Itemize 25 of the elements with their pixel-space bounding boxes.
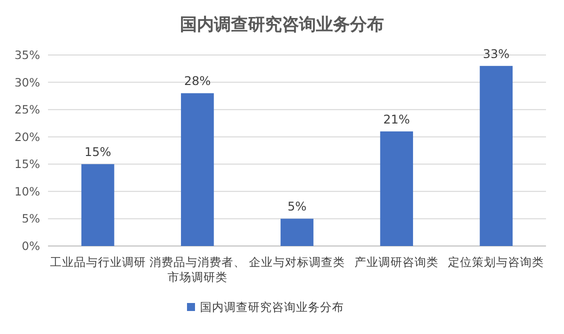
bar: [380, 131, 414, 246]
x-tick-label: 定位策划与咨询类: [448, 255, 544, 269]
y-tick-label: 20%: [14, 130, 40, 144]
data-label: 15%: [84, 145, 112, 160]
data-label: 28%: [184, 74, 211, 88]
x-tick-label: 产业调研咨询类: [354, 255, 439, 269]
data-label: 5%: [287, 200, 307, 214]
y-tick-label: 35%: [14, 48, 40, 62]
x-tick-label: 企业与对标调查类: [249, 255, 345, 269]
y-tick-label: 15%: [14, 157, 40, 172]
bar: [280, 218, 314, 246]
legend-label: 国内调查研究咨询业务分布: [200, 300, 344, 314]
bar: [81, 164, 114, 246]
y-tick-label: 25%: [14, 102, 40, 117]
y-tick-label: 0%: [22, 239, 40, 253]
bar: [480, 66, 513, 246]
x-tick-label: 工业品与行业调研: [50, 255, 146, 269]
x-tick-label: 消费品与消费者、市场调研类: [149, 255, 246, 284]
data-label: 21%: [383, 112, 410, 126]
y-tick-label: 5%: [22, 212, 40, 226]
bar: [180, 93, 214, 246]
y-tick-label: 10%: [14, 184, 40, 198]
chart-title: 国内调查研究咨询业务分布: [180, 15, 384, 35]
y-tick-label: 30%: [14, 75, 40, 90]
data-label: 33%: [482, 46, 510, 61]
